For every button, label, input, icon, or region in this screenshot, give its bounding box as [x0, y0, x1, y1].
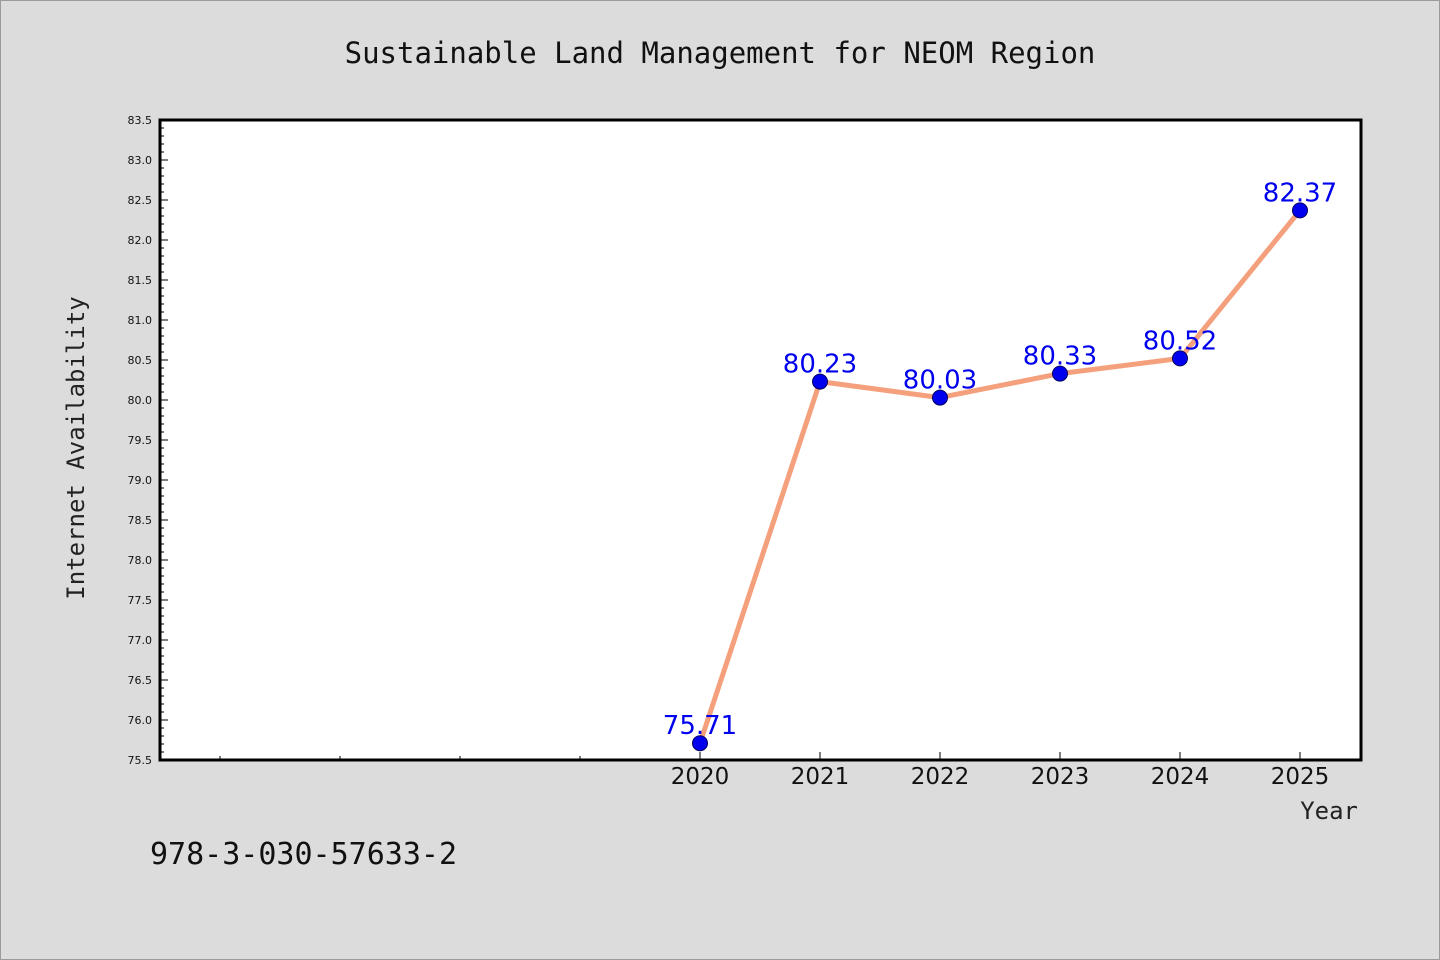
y-tick-label: 81.0	[128, 314, 153, 327]
x-tick-label: 2021	[791, 764, 850, 790]
x-tick-label: 2025	[1271, 764, 1330, 790]
series-points-group	[692, 202, 1308, 752]
data-label: 82.37	[1263, 178, 1337, 208]
data-label: 80.33	[1023, 342, 1097, 372]
series-line-group	[697, 207, 1303, 746]
y-tick-label: 83.0	[128, 154, 153, 167]
footnote-isbn: 978-3-030-57633-2	[150, 837, 457, 872]
data-point	[1052, 365, 1068, 382]
data-label: 80.23	[783, 350, 857, 380]
data-point	[932, 389, 948, 406]
y-tick-label: 82.0	[128, 234, 153, 247]
x-tick-label: 2022	[911, 764, 970, 790]
x-axis: 2020 2021 2022 2023 2024 2025	[219, 752, 1330, 790]
y-axis-label: Internet Availability	[62, 296, 90, 599]
y-axis: 75.5 76.0 76.5 77.0 77.5 78.0 78.5 79.0 79.5 80.0…	[128, 114, 168, 767]
series-line	[697, 207, 1303, 746]
y-tick-label: 76.0	[128, 714, 153, 727]
y-tick-label: 80.0	[128, 394, 153, 407]
y-tick-label: 79.5	[128, 434, 153, 447]
data-label: 80.52	[1143, 326, 1217, 356]
data-point	[812, 373, 828, 390]
x-axis-label: Year	[1300, 797, 1358, 825]
data-point	[1172, 350, 1188, 367]
x-tick-label: 2023	[1031, 764, 1090, 790]
y-tick-label: 76.5	[128, 674, 153, 687]
chart-title: Sustainable Land Management for NEOM Reg…	[345, 36, 1096, 70]
x-tick-label: 2020	[671, 764, 730, 790]
y-tick-label: 77.0	[128, 634, 153, 647]
y-tick-label: 78.0	[128, 554, 153, 567]
y-tick-label: 77.5	[128, 594, 153, 607]
data-label: 75.71	[663, 711, 737, 741]
data-labels-group: 75.71 80.23 80.03 80.33 80.52 82.37	[663, 178, 1337, 741]
y-tick-label: 75.5	[128, 754, 153, 767]
y-tick-label: 81.5	[128, 274, 153, 287]
y-tick-label: 78.5	[128, 514, 153, 527]
y-tick-label: 82.5	[128, 194, 153, 207]
y-tick-label: 79.0	[128, 474, 153, 487]
data-label: 80.03	[903, 366, 977, 396]
data-point	[1292, 202, 1308, 219]
y-tick-label: 83.5	[128, 114, 153, 127]
data-point	[692, 735, 708, 752]
plot-area	[158, 118, 1363, 762]
y-tick-label: 80.5	[128, 354, 153, 367]
x-tick-label: 2024	[1151, 764, 1210, 790]
